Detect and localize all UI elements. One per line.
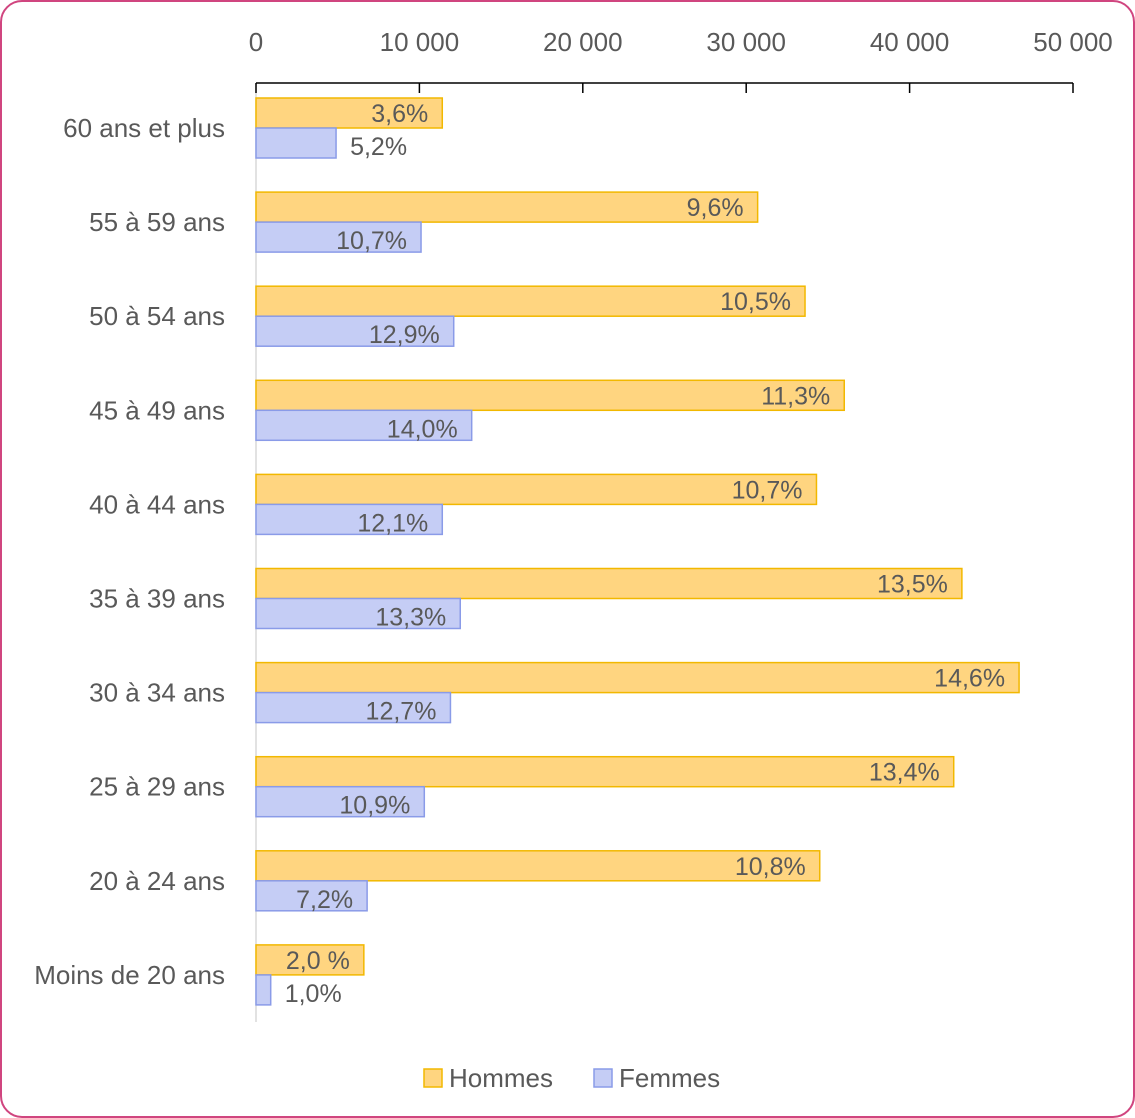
x-tick-label: 0 bbox=[249, 27, 263, 57]
bar-femmes bbox=[255, 974, 272, 1006]
data-label-femmes: 12,9% bbox=[369, 321, 440, 349]
data-label-femmes: 10,7% bbox=[336, 227, 407, 255]
legend-label-hommes: Hommes bbox=[449, 1063, 553, 1093]
legend-swatch-femmes bbox=[593, 1068, 613, 1088]
bar-femmes bbox=[255, 315, 455, 347]
data-label-hommes: 10,7% bbox=[732, 476, 803, 504]
bar-hommes bbox=[255, 567, 963, 600]
bar-hommes bbox=[255, 661, 1020, 694]
x-tick-label: 30 000 bbox=[706, 27, 786, 57]
data-label-hommes: 11,3% bbox=[761, 382, 830, 410]
category-label: 40 à 44 ans bbox=[89, 489, 225, 519]
legend-label-femmes: Femmes bbox=[619, 1063, 720, 1093]
data-label-femmes: 10,9% bbox=[339, 792, 410, 820]
x-tick-label: 10 000 bbox=[380, 27, 460, 57]
bar-femmes bbox=[255, 503, 444, 536]
bar-hommes bbox=[255, 97, 444, 129]
category-label: Moins de 20 ans bbox=[34, 960, 225, 990]
data-label-femmes: 12,1% bbox=[357, 509, 428, 537]
data-label-femmes: 14,0% bbox=[387, 415, 458, 443]
bar-femmes bbox=[255, 409, 473, 442]
legend: Hommes Femmes bbox=[423, 1063, 720, 1093]
bar-femmes bbox=[255, 880, 368, 912]
data-label-hommes: 14,6% bbox=[934, 665, 1005, 693]
data-label-femmes: 13,3% bbox=[375, 604, 446, 632]
category-label: 35 à 39 ans bbox=[89, 584, 225, 614]
category-label: 60 ans et plus bbox=[63, 113, 225, 143]
data-label-hommes: 9,6% bbox=[687, 194, 744, 222]
data-label-femmes: 1,0% bbox=[285, 980, 342, 1008]
bar-hommes bbox=[255, 944, 365, 976]
category-label: 45 à 49 ans bbox=[89, 395, 225, 425]
x-tick-label: 40 000 bbox=[870, 27, 950, 57]
category-labels: 60 ans et plus 55 à 59 ans 50 à 54 ans 45 à… bbox=[34, 113, 225, 990]
bar-femmes bbox=[255, 597, 461, 630]
category-label: 30 à 34 ans bbox=[89, 678, 225, 708]
bar-femmes bbox=[255, 785, 426, 818]
bar-hommes bbox=[255, 755, 955, 788]
bar-hommes bbox=[255, 191, 759, 223]
data-label-hommes: 3,6% bbox=[371, 100, 428, 128]
data-label-femmes: 12,7% bbox=[366, 698, 437, 726]
x-tick-label: 50 000 bbox=[1033, 27, 1113, 57]
data-label-hommes: 10,5% bbox=[720, 288, 791, 316]
bar-hommes bbox=[255, 285, 806, 317]
data-label-hommes: 10,8% bbox=[735, 853, 806, 881]
bar-femmes bbox=[255, 221, 422, 253]
data-label-femmes: 7,2% bbox=[296, 886, 353, 914]
bar-femmes bbox=[255, 691, 452, 724]
bar-femmes bbox=[255, 127, 337, 159]
data-label-hommes: 2,0 % bbox=[286, 947, 350, 975]
category-label: 25 à 29 ans bbox=[89, 772, 225, 802]
category-label: 50 à 54 ans bbox=[89, 301, 225, 331]
data-label-hommes: 13,5% bbox=[877, 571, 948, 599]
legend-swatch-hommes bbox=[423, 1068, 443, 1088]
bar-hommes bbox=[255, 850, 821, 882]
data-label-hommes: 13,4% bbox=[869, 759, 940, 787]
bar-hommes bbox=[255, 379, 845, 412]
category-label: 20 à 24 ans bbox=[89, 866, 225, 896]
bars: 3,6% 5,2% 9,6% 10,7% 10,5% 12,9% 11,3% 14,0% 10,… bbox=[255, 97, 1020, 1008]
data-label-femmes: 5,2% bbox=[350, 133, 407, 161]
x-tick-label: 20 000 bbox=[543, 27, 623, 57]
category-label: 55 à 59 ans bbox=[89, 207, 225, 237]
bar-hommes bbox=[255, 473, 818, 506]
